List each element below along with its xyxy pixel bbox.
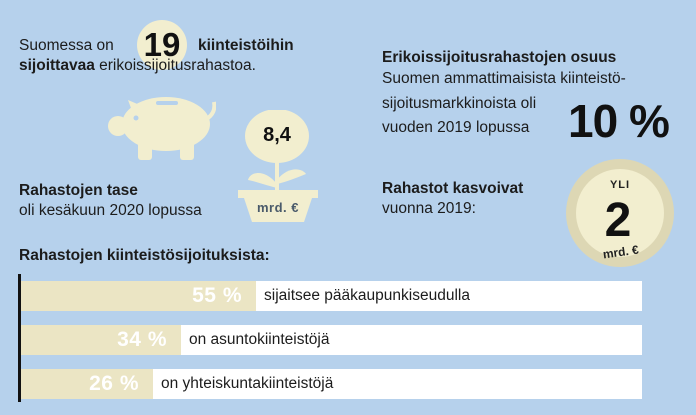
- bar: 26 %: [21, 369, 153, 399]
- bar-category-label: on asuntokiinteistöjä: [181, 325, 642, 355]
- bar: 34 %: [21, 325, 181, 355]
- bar-category-label: on yhteiskuntakiinteistöjä: [153, 369, 642, 399]
- share-line1: Suomen ammattimaisista kiinteistö-: [382, 70, 626, 87]
- growth-prefix: YLI: [610, 179, 630, 191]
- bar-value-label: 34 %: [117, 328, 167, 351]
- growth-title: Rahastot kasvoivat: [382, 180, 524, 197]
- funds-text-bold: kiinteistöihin: [198, 37, 294, 54]
- bar-row: 26 % on yhteiskuntakiinteistöjä: [21, 369, 642, 399]
- balance-value-circle: 8,4: [246, 110, 308, 160]
- bar-row: 34 % on asuntokiinteistöjä: [21, 325, 642, 355]
- balance-title: Rahastojen tase: [19, 182, 138, 199]
- balance-subtitle: oli kesäkuun 2020 lopussa: [19, 202, 202, 219]
- flower-pot-icon: [238, 110, 318, 222]
- bar-value-label: 55 %: [192, 284, 242, 307]
- bar-row: 55 % sijaitsee pääkaupunkiseudulla: [21, 281, 642, 311]
- chart-title: Rahastojen kiinteistösijoituksista:: [19, 247, 270, 264]
- fund-count-circle: 19: [137, 20, 187, 70]
- coin-icon: YLI 2 mrd. €: [566, 159, 674, 267]
- piggy-bank-icon: [108, 97, 216, 160]
- growth-value: 2: [605, 194, 632, 247]
- balance-unit: mrd. €: [256, 200, 299, 215]
- growth-subtitle: vuonna 2019:: [382, 200, 476, 217]
- bar: 55 %: [21, 281, 256, 311]
- funds-line2: sijoittavaa erikoissijoitusrahastoa.: [19, 56, 256, 76]
- share-line2: sijoitusmarkkinoista oli: [382, 95, 537, 112]
- funds-text-before: Suomessa on: [19, 37, 114, 54]
- balance-value: 8,4: [263, 123, 291, 146]
- fund-count-value: 19: [143, 26, 181, 63]
- share-line3: vuoden 2019 lopussa: [382, 119, 530, 136]
- bar-value-label: 26 %: [89, 372, 139, 395]
- share-title: Erikoissijoitusrahastojen osuus: [382, 49, 617, 66]
- chart-axis: [18, 274, 21, 402]
- funds-line2-bold: sijoittavaa: [19, 57, 95, 74]
- funds-line2-rest: erikoissijoitusrahastoa.: [99, 57, 256, 74]
- growth-unit: mrd. €: [602, 243, 640, 262]
- bar-category-label: sijaitsee pääkaupunkiseudulla: [256, 281, 642, 311]
- share-value: 10 %: [568, 95, 670, 147]
